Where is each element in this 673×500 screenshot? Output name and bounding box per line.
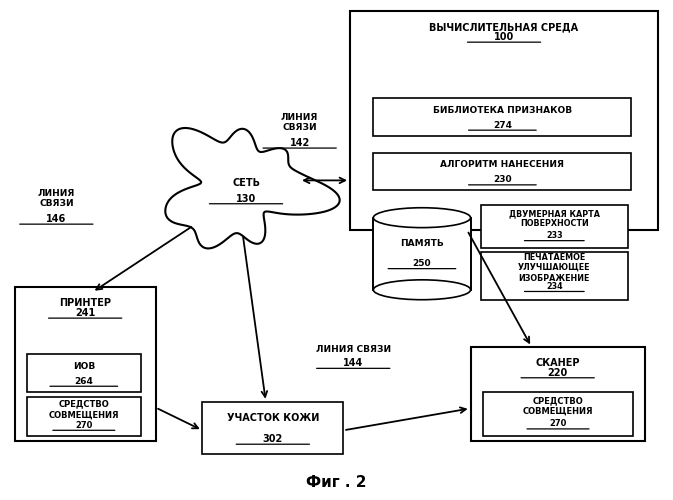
Text: ВЫЧИСЛИТЕЛЬНАЯ СРЕДА: ВЫЧИСЛИТЕЛЬНАЯ СРЕДА	[429, 22, 579, 32]
FancyBboxPatch shape	[27, 396, 141, 436]
Text: 130: 130	[236, 194, 256, 204]
Text: ПРИНТЕР: ПРИНТЕР	[59, 298, 111, 308]
Text: ПАМЯТЬ: ПАМЯТЬ	[400, 240, 444, 248]
Text: СКАНЕР: СКАНЕР	[536, 358, 580, 368]
FancyBboxPatch shape	[481, 252, 628, 300]
Text: 100: 100	[494, 32, 514, 42]
Ellipse shape	[374, 208, 470, 228]
Text: 144: 144	[343, 358, 363, 368]
Text: ЛИНИЯ СВЯЗИ: ЛИНИЯ СВЯЗИ	[316, 345, 391, 354]
Text: БИБЛИОТЕКА ПРИЗНАКОВ: БИБЛИОТЕКА ПРИЗНАКОВ	[433, 106, 572, 115]
Text: УЧАСТОК КОЖИ: УЧАСТОК КОЖИ	[227, 414, 319, 424]
Text: СРЕДСТВО
СОВМЕЩЕНИЯ: СРЕДСТВО СОВМЕЩЕНИЯ	[48, 400, 119, 419]
Text: 234: 234	[546, 282, 563, 291]
Text: ПЕЧАТАЕМОЕ
УЛУЧШАЮЩЕЕ
ИЗОБРАЖЕНИЕ: ПЕЧАТАЕМОЕ УЛУЧШАЮЩЕЕ ИЗОБРАЖЕНИЕ	[518, 252, 591, 282]
Polygon shape	[166, 128, 340, 248]
Ellipse shape	[374, 280, 470, 299]
Text: СВЯЗИ: СВЯЗИ	[283, 122, 317, 132]
FancyBboxPatch shape	[470, 347, 645, 442]
FancyBboxPatch shape	[15, 288, 155, 442]
Text: 230: 230	[493, 176, 511, 184]
Text: 270: 270	[75, 421, 92, 430]
Text: 220: 220	[548, 368, 568, 378]
Text: 270: 270	[549, 420, 567, 428]
Text: СЕТЬ: СЕТЬ	[232, 178, 260, 188]
Text: 233: 233	[546, 231, 563, 240]
Text: СВЯЗИ: СВЯЗИ	[39, 199, 73, 208]
FancyBboxPatch shape	[350, 12, 658, 230]
FancyBboxPatch shape	[481, 205, 628, 248]
FancyBboxPatch shape	[27, 354, 141, 392]
Text: 241: 241	[75, 308, 96, 318]
Text: 264: 264	[75, 377, 94, 386]
Text: 250: 250	[413, 259, 431, 268]
Text: СРЕДСТВО
СОВМЕЩЕНИЯ: СРЕДСТВО СОВМЕЩЕНИЯ	[523, 396, 594, 415]
Text: ЛИНИЯ: ЛИНИЯ	[38, 190, 75, 198]
Text: ДВУМЕРНАЯ КАРТА
ПОВЕРХНОСТИ: ДВУМЕРНАЯ КАРТА ПОВЕРХНОСТИ	[509, 209, 600, 229]
FancyBboxPatch shape	[374, 98, 631, 136]
FancyBboxPatch shape	[203, 402, 343, 454]
Text: 302: 302	[262, 434, 283, 444]
Text: ИОВ: ИОВ	[73, 362, 95, 371]
FancyBboxPatch shape	[374, 153, 631, 190]
Text: 146: 146	[46, 214, 67, 224]
Text: ЛИНИЯ: ЛИНИЯ	[281, 112, 318, 122]
Text: 142: 142	[289, 138, 310, 148]
FancyBboxPatch shape	[374, 218, 470, 290]
Text: Фиг . 2: Фиг . 2	[306, 474, 367, 490]
Text: 274: 274	[493, 120, 512, 130]
Text: АЛГОРИТМ НАНЕСЕНИЯ: АЛГОРИТМ НАНЕСЕНИЯ	[440, 160, 565, 170]
FancyBboxPatch shape	[483, 392, 633, 436]
